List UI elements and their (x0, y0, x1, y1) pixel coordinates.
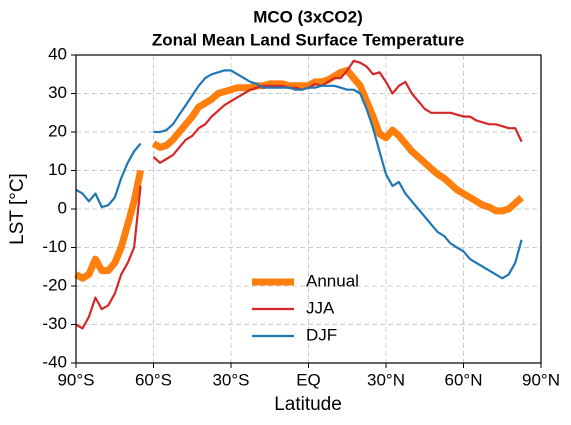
x-tick-label: 60°S (135, 370, 172, 389)
x-tick-label: 60°N (445, 370, 483, 389)
y-tick-label: 30 (48, 83, 67, 102)
x-tick-label: 90°N (522, 370, 560, 389)
line-series (75, 59, 523, 330)
y-tick-label: -10 (42, 237, 67, 256)
line-series (74, 66, 524, 282)
line-series (75, 69, 523, 280)
y-tick-label: -40 (42, 352, 67, 371)
x-tick-label: 30°N (367, 370, 405, 389)
y-axis-label: LST [°C] (7, 173, 28, 245)
y-tick-label: 10 (48, 160, 67, 179)
legend-label: DJF (306, 325, 337, 344)
y-tick-label: -20 (42, 275, 67, 294)
x-tick-label: 90°S (57, 370, 94, 389)
plot-frame (75, 54, 542, 364)
y-tick-label: 40 (48, 44, 67, 63)
y-tick-label: 0 (58, 198, 67, 217)
y-tick-label: 20 (48, 121, 67, 140)
x-tick-label: 30°S (212, 370, 249, 389)
x-axis-label: Latitude (274, 394, 342, 415)
legend-label: Annual (306, 271, 359, 290)
y-tick-label: -30 (42, 314, 67, 333)
chart-subtitle: Zonal Mean Land Surface Temperature (152, 30, 464, 49)
chart-title: MCO (3xCO2) (253, 7, 363, 26)
legend-label: JJA (306, 298, 335, 317)
x-tick-label: EQ (296, 370, 321, 389)
